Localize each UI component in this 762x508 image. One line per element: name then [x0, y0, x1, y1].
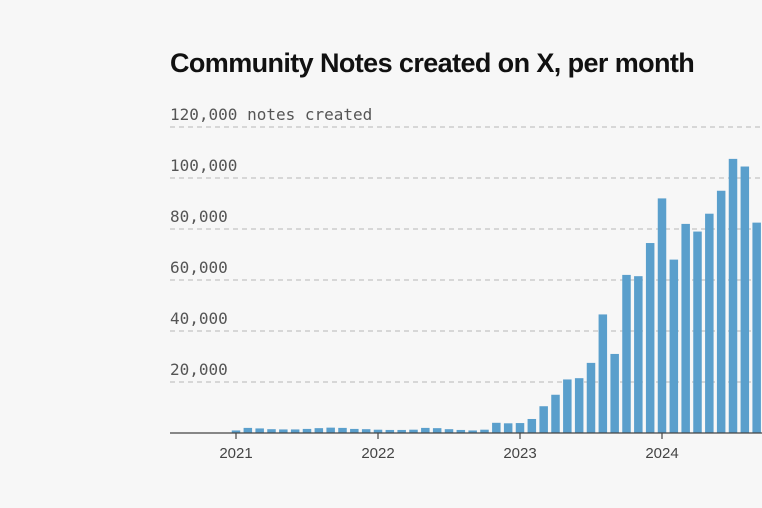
- bar-2022-09: [468, 430, 477, 433]
- bars: [231, 158, 761, 434]
- bar-2023-02: [527, 418, 537, 433]
- bar-2021-08: [314, 428, 324, 433]
- bar-2021-07: [302, 428, 312, 433]
- x-tick-label: 2021: [219, 445, 252, 462]
- bar-2022-11: [492, 422, 501, 433]
- y-tick-label: 80,000: [170, 207, 228, 226]
- x-axis-ticks: 2021 2022 2023 2024: [219, 433, 679, 462]
- y-tick-label: 40,000: [170, 309, 228, 328]
- bar-2023-06: [574, 378, 584, 433]
- bar-2023-03: [539, 406, 548, 433]
- bar-2021-09: [326, 427, 335, 433]
- bar-2023-01: [515, 423, 525, 433]
- chart-title: Community Notes created on X, per month: [170, 48, 695, 78]
- bar-2024-02: [669, 259, 679, 433]
- y-tick-label: 100,000: [170, 156, 237, 175]
- bar-2021-11: [350, 428, 359, 433]
- bar-2021-12: [361, 429, 371, 433]
- x-tick-label: 2024: [645, 445, 678, 462]
- bar-2024-01: [657, 198, 667, 433]
- y-tick-label: 60,000: [170, 258, 228, 277]
- bar-2024-06: [716, 190, 726, 433]
- bar-2024-03: [681, 223, 690, 433]
- bar-2023-11: [634, 276, 643, 433]
- bar-2021-10: [338, 427, 347, 433]
- bar-2021-04: [267, 429, 276, 433]
- bar-2022-08: [456, 429, 466, 433]
- bar-2024-05: [705, 213, 714, 433]
- x-tick-label: 2023: [503, 445, 536, 462]
- bar-2022-04: [409, 429, 418, 433]
- bar-2021-05: [279, 429, 288, 433]
- bar-2021-02: [243, 427, 253, 433]
- bar-2021-06: [290, 429, 300, 433]
- bar-2024-07: [728, 158, 738, 434]
- bar-2022-05: [421, 427, 430, 433]
- bar-2023-09: [610, 353, 619, 433]
- bar-2024-04: [693, 231, 702, 433]
- bar-2022-02: [385, 429, 395, 433]
- y-tick-label: 20,000: [170, 360, 228, 379]
- x-tick-label: 2022: [361, 445, 394, 462]
- y-tick-label: 120,000 notes created: [170, 105, 372, 124]
- bar-2023-10: [622, 274, 631, 433]
- bar-2023-12: [645, 243, 655, 433]
- bar-2022-01: [373, 429, 383, 433]
- y-axis-labels: 120,000 notes created 100,000 80,000 60,000…: [170, 105, 372, 379]
- bar-2021-03: [255, 428, 264, 433]
- bar-2022-06: [432, 428, 442, 433]
- bar-2024-08: [740, 166, 750, 433]
- bar-2022-03: [397, 429, 406, 433]
- bar-2023-04: [551, 394, 560, 433]
- bar-2023-07: [586, 362, 596, 434]
- bar-2023-08: [598, 314, 608, 433]
- bar-2022-07: [444, 429, 454, 433]
- bar-2021-01: [231, 430, 241, 433]
- bar-2024-09: [752, 222, 761, 434]
- bar-2022-12: [503, 423, 513, 433]
- bar-2022-10: [480, 429, 489, 433]
- bar-2023-05: [563, 379, 572, 433]
